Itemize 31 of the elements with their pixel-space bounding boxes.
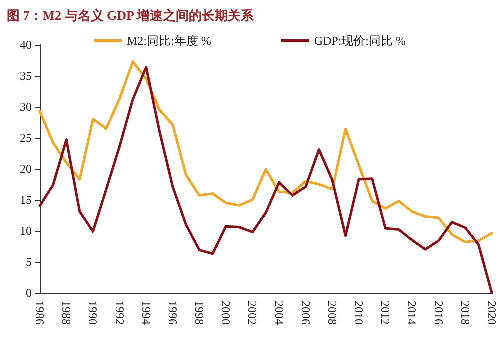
x-tick-label: 2006 [298,301,313,325]
x-tick-label: 1990 [86,301,100,325]
x-tick-label: 1998 [192,301,207,325]
legend-label: GDP:现价:同比 % [314,34,406,48]
x-tick-label: 2010 [352,301,366,325]
x-tick-label: 2008 [325,301,340,325]
x-tick-label: 2018 [458,301,472,325]
x-tick-label: 1988 [60,301,74,325]
x-tick-label: 2016 [432,301,446,325]
x-tick-label: 2014 [405,301,420,325]
x-tick-label: 1992 [112,301,127,325]
y-tick-label: 35 [20,69,32,83]
x-tick-label: 1996 [166,301,180,325]
line-series [38,60,494,244]
x-tick-label: 2000 [219,301,234,325]
y-tick-label: 0 [26,286,32,300]
y-tick-label: 20 [20,162,32,176]
x-tick-label: 2004 [272,301,286,325]
y-tick-label: 30 [20,100,32,114]
x-tick-label: 1994 [139,301,154,325]
y-tick-label: 10 [20,224,32,238]
y-tick-label: 25 [20,131,32,145]
y-tick-label: 40 [20,38,32,52]
y-tick-label: 5 [26,255,32,269]
y-tick-label: 15 [20,193,32,207]
x-tick-label: 1986 [33,301,47,325]
legend-label: M2:同比:年度 % [127,34,212,48]
x-tick-label: 2002 [246,301,260,325]
x-tick-label: 2012 [378,301,393,325]
x-tick-label: 2020 [485,301,499,325]
chart-title: 图 7：M2 与名义 GDP 增速之间的长期关系 [7,8,255,23]
